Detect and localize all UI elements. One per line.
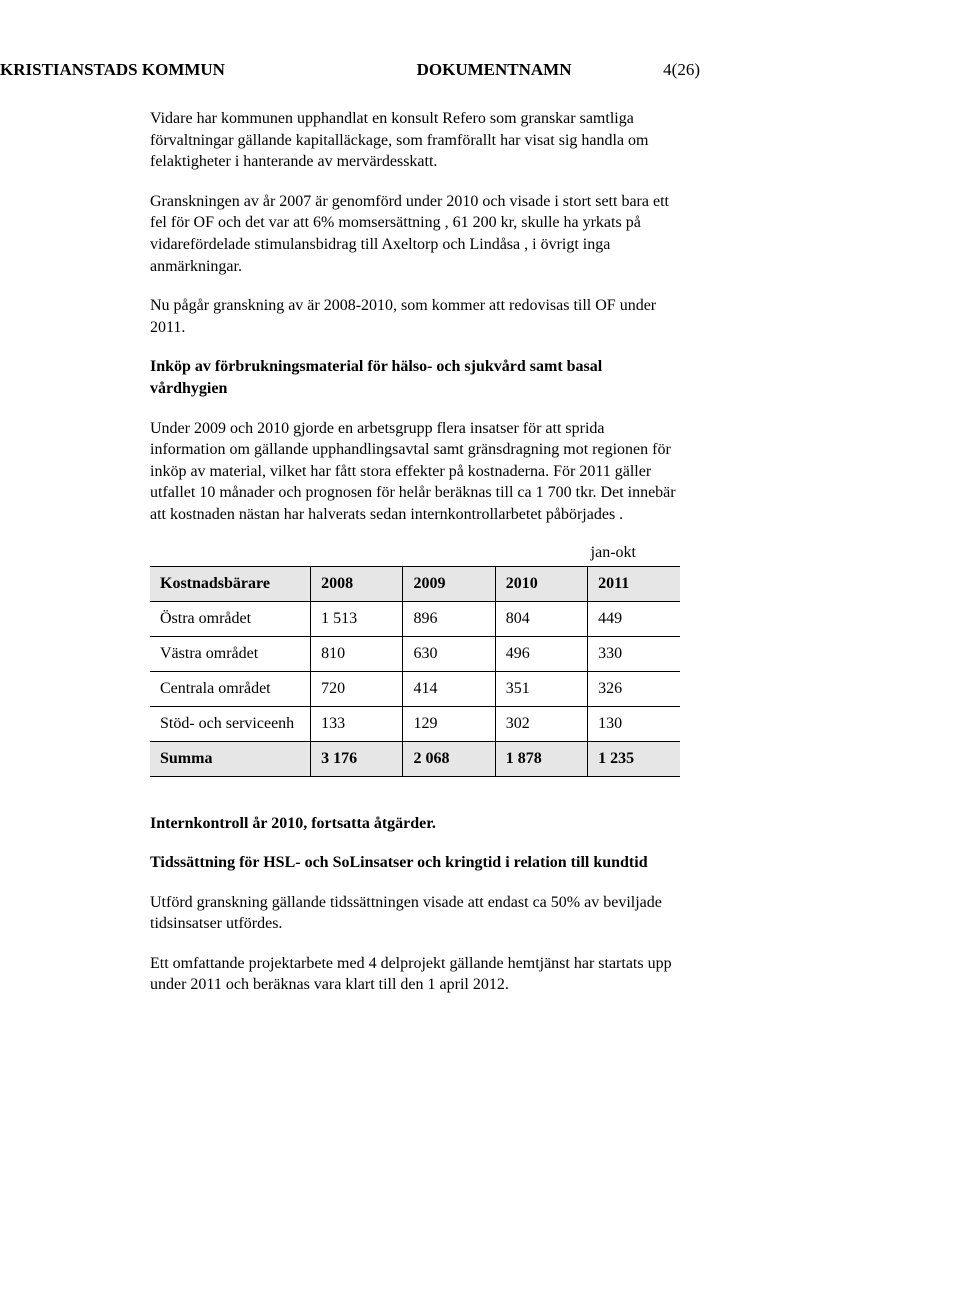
table-row: Östra området 1 513 896 804 449 [150,601,680,636]
paragraph: Nu pågår granskning av är 2008-2010, som… [150,295,680,338]
table-cell: 129 [403,706,495,741]
table-cell: 2 068 [403,741,495,776]
table-header-row: Kostnadsbärare 2008 2009 2010 2011 [150,566,680,601]
section-heading: Tidssättning för HSL- och SoLinsatser oc… [150,852,680,874]
table-cell: 133 [311,706,403,741]
table-cell: 630 [403,636,495,671]
table-cell: 1 878 [495,741,587,776]
table-cell: 1 235 [588,741,680,776]
table-cell: 3 176 [311,741,403,776]
paragraph: Under 2009 och 2010 gjorde en arbetsgrup… [150,418,680,526]
header-docname: DOKUMENTNAMN [417,60,572,80]
table-cell: 302 [495,706,587,741]
section-heading: Inköp av förbrukningsmaterial för hälso-… [150,356,680,399]
table-cell-label: Summa [150,741,311,776]
table-cell-label: Centrala området [150,671,311,706]
table-cell-label: Västra området [150,636,311,671]
table-cell: 326 [588,671,680,706]
page-header: KRISTIANSTADS KOMMUN DOKUMENTNAMN 4(26) [0,60,700,80]
table-header-cell: 2010 [495,566,587,601]
table-header-cell: Kostnadsbärare [150,566,311,601]
table-cell: 351 [495,671,587,706]
table-row: Västra området 810 630 496 330 [150,636,680,671]
document-body: Vidare har kommunen upphandlat en konsul… [150,108,680,996]
cost-table: Kostnadsbärare 2008 2009 2010 2011 Östra… [150,566,680,777]
table-cell: 810 [311,636,403,671]
paragraph: Vidare har kommunen upphandlat en konsul… [150,108,680,173]
table-header-cell: 2008 [311,566,403,601]
header-pagenum: 4(26) [663,60,700,80]
table-cell: 720 [311,671,403,706]
paragraph: Utförd granskning gällande tidssättninge… [150,892,680,935]
header-org: KRISTIANSTADS KOMMUN [0,60,225,80]
table-header-cell: 2011 [588,566,680,601]
table-row: Centrala området 720 414 351 326 [150,671,680,706]
table-cell: 1 513 [311,601,403,636]
table-sum-row: Summa 3 176 2 068 1 878 1 235 [150,741,680,776]
table-cell: 330 [588,636,680,671]
table-row: Stöd- och serviceenh 133 129 302 130 [150,706,680,741]
table-cell: 414 [403,671,495,706]
table-caption-right: jan-okt [150,544,636,562]
table-cell-label: Östra området [150,601,311,636]
paragraph: Ett omfattande projektarbete med 4 delpr… [150,953,680,996]
table-cell-label: Stöd- och serviceenh [150,706,311,741]
section-heading: Internkontroll år 2010, fortsatta åtgärd… [150,813,680,835]
paragraph: Granskningen av år 2007 är genomförd und… [150,191,680,277]
table-cell: 449 [588,601,680,636]
table-header-cell: 2009 [403,566,495,601]
table-cell: 896 [403,601,495,636]
table-cell: 496 [495,636,587,671]
table-cell: 804 [495,601,587,636]
table-cell: 130 [588,706,680,741]
document-page: KRISTIANSTADS KOMMUN DOKUMENTNAMN 4(26) … [0,0,700,1094]
